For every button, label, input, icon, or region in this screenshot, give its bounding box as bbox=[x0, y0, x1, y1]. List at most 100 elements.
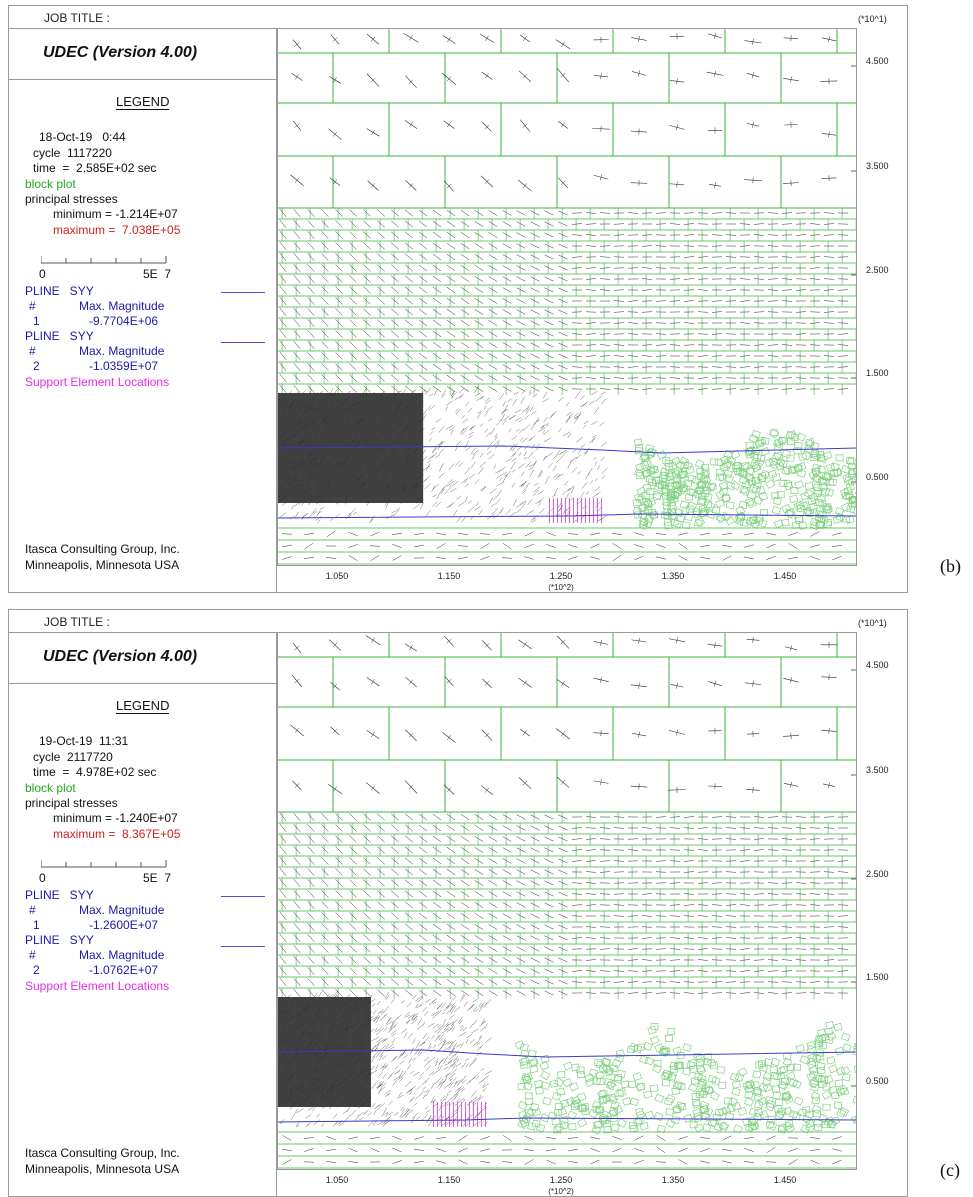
caved-block bbox=[554, 1077, 565, 1088]
caved-block bbox=[662, 1069, 672, 1079]
caved-block bbox=[703, 1053, 712, 1061]
udec-panel-c: JOB TITLE : UDEC (Version 4.00) LEGEND 1… bbox=[8, 609, 908, 1197]
stress-tensor-mark bbox=[367, 1112, 372, 1117]
caved-block bbox=[634, 446, 643, 455]
caved-block bbox=[666, 493, 676, 502]
stress-tensor-mark bbox=[600, 441, 608, 447]
stress-tensor-mark bbox=[474, 968, 484, 974]
stress-tensor-mark bbox=[558, 232, 568, 238]
stress-tensor-mark bbox=[460, 957, 470, 963]
stress-tensor-mark bbox=[436, 1160, 446, 1164]
stress-tensor-mark bbox=[317, 1005, 324, 1011]
caved-block bbox=[634, 493, 644, 502]
stress-tensor-mark bbox=[482, 1075, 489, 1080]
stress-tensor-mark bbox=[725, 827, 737, 829]
stress-tensor-mark bbox=[348, 555, 358, 561]
stress-tensor-mark bbox=[335, 275, 343, 283]
stress-tensor-mark bbox=[343, 1098, 347, 1105]
stress-tensor-mark bbox=[282, 1039, 290, 1045]
stress-tensor-mark bbox=[307, 868, 315, 876]
stress-tensor-mark bbox=[428, 1043, 432, 1048]
stress-tensor-mark bbox=[300, 410, 308, 417]
stress-tensor-mark bbox=[377, 1038, 386, 1044]
stress-tensor-mark bbox=[544, 968, 554, 974]
stress-tensor-mark bbox=[335, 231, 343, 239]
stress-tensor-mark bbox=[697, 838, 709, 840]
stress-tensor-mark bbox=[384, 1064, 389, 1069]
stress-tensor-mark bbox=[307, 374, 315, 382]
caved-block bbox=[840, 1087, 850, 1096]
stress-tensor-mark bbox=[530, 422, 536, 431]
stress-tensor-mark bbox=[401, 1108, 406, 1113]
stress-tensor-mark bbox=[369, 1015, 373, 1021]
stress-tensor-mark bbox=[516, 946, 526, 952]
stress-tensor-mark bbox=[767, 212, 779, 214]
stress-tensor-mark bbox=[432, 879, 442, 887]
stress-tensor-mark bbox=[473, 385, 479, 394]
stress-tensor-mark bbox=[446, 967, 456, 975]
stress-tensor-mark bbox=[553, 472, 559, 479]
stress-tensor-mark bbox=[349, 330, 357, 338]
stress-tensor-mark bbox=[341, 400, 347, 407]
stress-tensor-mark bbox=[404, 253, 414, 261]
caved-block bbox=[600, 1116, 610, 1126]
stress-tensor-mark bbox=[556, 450, 560, 456]
stress-tensor-mark bbox=[530, 990, 540, 996]
stress-tensor-mark bbox=[450, 1047, 456, 1055]
stress-tensor-mark bbox=[364, 440, 369, 444]
stress-tensor-mark bbox=[585, 223, 597, 225]
stress-tensor-mark bbox=[739, 959, 751, 961]
stress-tensor-mark bbox=[599, 981, 611, 983]
stress-tensor-mark bbox=[377, 319, 385, 327]
stress-tensor-mark bbox=[403, 1032, 408, 1038]
stress-tensor-mark bbox=[544, 858, 554, 864]
stress-tensor-mark bbox=[451, 391, 455, 396]
stress-tensor-mark bbox=[307, 286, 315, 294]
stress-tensor-mark bbox=[366, 1072, 373, 1076]
stress-tensor-mark bbox=[601, 475, 606, 480]
stress-tensor-mark bbox=[376, 408, 380, 413]
stress-tensor-mark bbox=[683, 289, 695, 291]
stress-tensor-mark bbox=[767, 849, 779, 851]
stress-tensor-mark bbox=[344, 395, 351, 401]
stress-tensor-mark bbox=[488, 417, 493, 422]
stress-tensor-mark bbox=[393, 1112, 399, 1116]
stress-tensor-mark bbox=[448, 1049, 454, 1056]
stress-tensor-mark bbox=[725, 937, 737, 939]
stress-tensor-mark bbox=[477, 1109, 482, 1116]
stress-tensor-mark bbox=[529, 406, 534, 412]
stress-tensor-mark bbox=[404, 297, 414, 305]
pline2-hash: # bbox=[29, 344, 36, 358]
stress-tensor-mark bbox=[725, 926, 737, 928]
stress-tensor-mark bbox=[354, 1009, 360, 1014]
caved-block bbox=[698, 497, 707, 505]
caved-block bbox=[747, 498, 758, 509]
stress-tensor-mark bbox=[457, 545, 469, 547]
stress-tensor-mark bbox=[379, 423, 386, 430]
stress-tensor-mark bbox=[389, 1022, 394, 1030]
caved-block bbox=[834, 507, 845, 516]
stress-tensor-mark bbox=[530, 331, 540, 337]
stress-tensor-mark bbox=[795, 311, 807, 313]
stress-tensor-mark bbox=[331, 451, 339, 458]
stress-tensor-mark bbox=[293, 967, 301, 975]
stress-tensor-mark bbox=[321, 857, 329, 865]
stress-tensor-mark bbox=[378, 461, 382, 467]
stress-tensor-mark bbox=[590, 420, 598, 426]
stress-tensor-mark bbox=[502, 287, 512, 293]
stress-tensor-mark bbox=[446, 846, 456, 854]
stress-tensor-mark bbox=[349, 824, 357, 832]
caved-block bbox=[828, 1085, 838, 1095]
stress-tensor-mark bbox=[516, 232, 526, 238]
caved-block bbox=[792, 1063, 802, 1071]
stress-tensor-mark bbox=[669, 970, 681, 972]
stress-tensor-mark bbox=[449, 1041, 453, 1048]
caved-block bbox=[692, 1099, 701, 1106]
stress-tensor-mark bbox=[303, 1058, 309, 1065]
caved-block bbox=[724, 474, 734, 484]
stress-tensor-mark bbox=[447, 122, 451, 128]
stress-tensor-mark bbox=[479, 533, 491, 535]
stress-tensor-mark bbox=[571, 333, 583, 335]
stress-tensor-mark bbox=[472, 1020, 478, 1026]
stress-tensor-mark bbox=[317, 510, 322, 514]
